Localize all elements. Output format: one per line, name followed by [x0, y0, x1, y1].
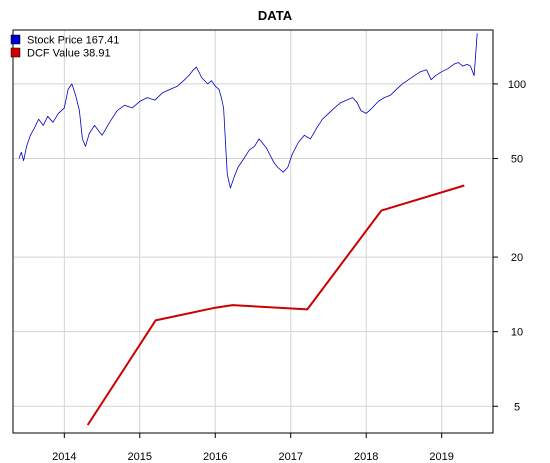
series-line-dcf-value: [86, 184, 465, 426]
y-tick-label: 5: [514, 401, 520, 413]
x-tick-label: 2014: [52, 451, 76, 463]
x-tick-label: 2016: [203, 451, 227, 463]
x-tick-label: 2015: [128, 451, 152, 463]
legend-label-dcf-value: DCF Value 38.91: [27, 48, 111, 60]
y-tick-label: 20: [511, 252, 523, 264]
plot-frame: [12, 29, 494, 434]
grid: [13, 30, 493, 433]
y-tick-label: 10: [511, 327, 523, 339]
legend-swatch-stock-price: [10, 34, 21, 45]
x-tick-label: 2017: [278, 451, 302, 463]
legend-label-stock-price: Stock Price 167.41: [27, 35, 119, 47]
series-layer: [18, 33, 478, 426]
x-tick-label: 2019: [429, 451, 453, 463]
x-axis: 2014 2015 2016 2017 2018 2019: [52, 433, 454, 463]
series-line-stock-price: [18, 33, 478, 189]
y-tick-label: 100: [508, 79, 526, 91]
y-axis: 5 10 20 50 100: [493, 79, 526, 413]
y-tick-label: 50: [511, 153, 523, 165]
legend-swatch-dcf-value: [10, 47, 21, 58]
chart-title: DATA: [258, 8, 293, 23]
x-tick-label: 2018: [354, 451, 378, 463]
legend: Stock Price 167.41 DCF Value 38.91: [10, 34, 119, 60]
